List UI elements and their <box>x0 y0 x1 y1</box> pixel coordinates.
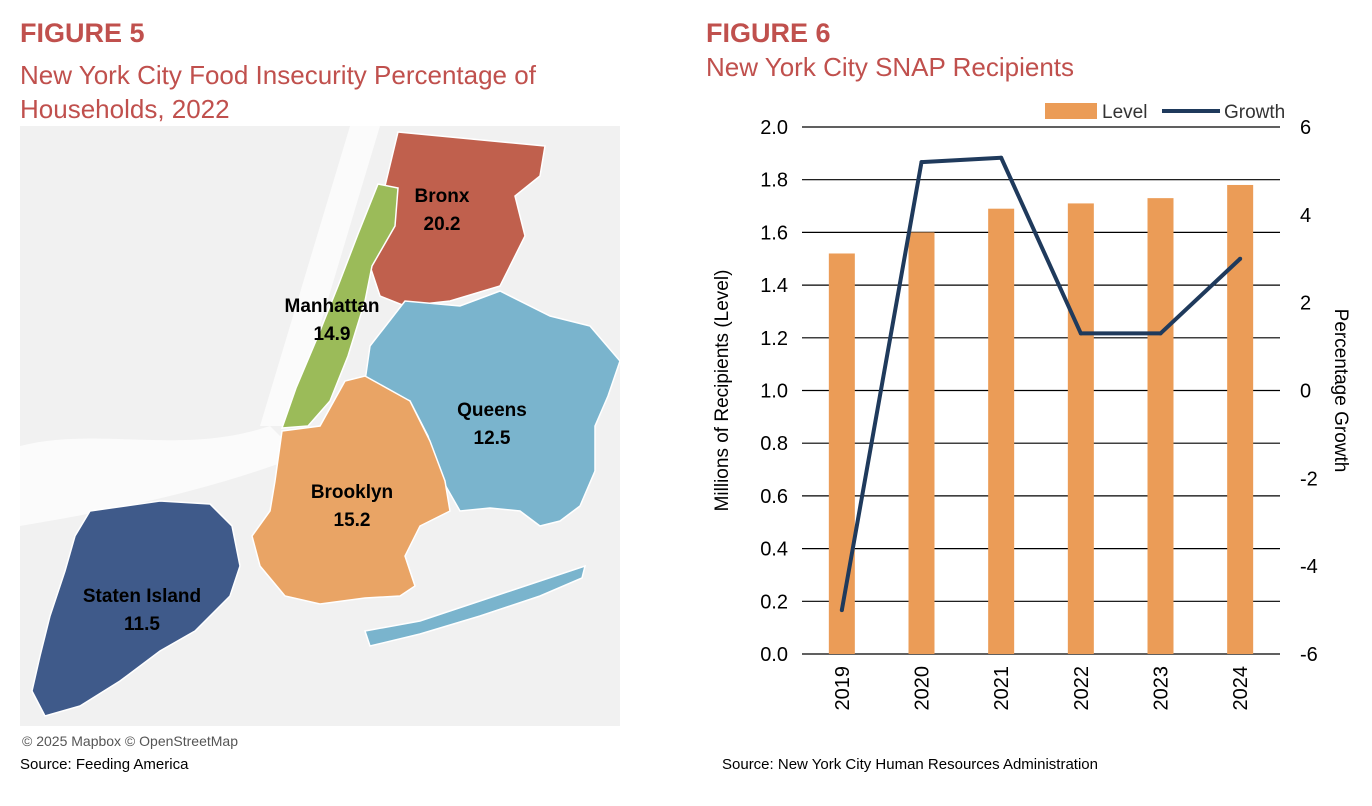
manhattan-value: 14.9 <box>314 324 351 345</box>
legend-level-label: Level <box>1102 102 1147 123</box>
x-tick-label: 2024 <box>1230 666 1252 711</box>
y2-tick-label: -6 <box>1300 644 1318 666</box>
x-tick-label: 2019 <box>832 666 854 711</box>
figure5-title-line1: New York City Food Insecurity Percentage… <box>20 60 536 90</box>
gridlines <box>802 126 1280 655</box>
growth-point-2022 <box>1078 331 1083 336</box>
legend: Level Growth <box>1045 102 1285 123</box>
y2-tick-label: -2 <box>1300 468 1318 490</box>
growth-point-2020 <box>919 160 924 165</box>
staten-island-value: 11.5 <box>124 614 160 635</box>
growth-point-2019 <box>839 608 844 613</box>
queens-name: Queens <box>457 400 527 421</box>
map-water <box>20 426 300 526</box>
queens-rockaway <box>364 564 587 647</box>
legend-growth-label: Growth <box>1224 102 1285 123</box>
map-credit: © 2025 Mapbox © OpenStreetMap <box>22 733 238 749</box>
y-tick-label: 1.2 <box>760 328 788 350</box>
queens-value: 12.5 <box>474 428 511 449</box>
growth-line <box>839 155 1242 611</box>
nyc-borough-map: Bronx 20.2 Manhattan 14.9 Queens 12.5 Br… <box>20 126 620 726</box>
bronx-name: Bronx <box>415 186 470 207</box>
y-tick-label: 1.0 <box>760 381 788 403</box>
y-tick-label: 2.0 <box>760 117 788 139</box>
y2-tick-label: 4 <box>1300 205 1311 227</box>
bar-level-2024 <box>1227 184 1254 654</box>
y-tick-label: 0.6 <box>760 486 788 508</box>
figure6-source: Source: New York City Human Resources Ad… <box>722 756 1098 773</box>
x-tick-label: 2022 <box>1071 666 1093 711</box>
figure5-label: FIGURE 5 <box>20 18 145 48</box>
y-tick-label: 0.0 <box>760 644 788 666</box>
x-tick-label: 2020 <box>912 666 934 711</box>
brooklyn-value: 15.2 <box>334 510 371 531</box>
bar-level-2021 <box>988 208 1015 654</box>
y2-tick-label: 0 <box>1300 381 1311 403</box>
bar-level-2023 <box>1147 198 1174 654</box>
figure6-label: FIGURE 6 <box>706 18 831 48</box>
y2-tick-label: -4 <box>1300 556 1318 578</box>
y2-axis-title: Percentage Growth <box>1330 309 1351 473</box>
figure6-title: New York City SNAP Recipients <box>706 52 1075 82</box>
staten-island-region <box>31 500 241 717</box>
snap-chart: 0.0 0.2 0.4 0.6 0.8 1.0 1.2 1.4 1.6 1.8 2.0 -6 -4 -2 0… <box>712 102 1351 711</box>
x-tick-label: 2021 <box>991 666 1013 711</box>
x-tick-label: 2023 <box>1151 666 1173 711</box>
growth-point-2023 <box>1158 331 1163 336</box>
manhattan-region <box>280 183 399 429</box>
brooklyn-region <box>251 375 451 605</box>
y-tick-label: 1.6 <box>760 222 788 244</box>
y-tick-label: 1.4 <box>760 275 788 297</box>
bar-level-2022 <box>1067 203 1094 654</box>
y-tick-label: 0.4 <box>760 539 788 561</box>
level-bars <box>828 184 1254 655</box>
y-tick-label: 1.8 <box>760 170 788 192</box>
growth-line-group <box>839 155 1243 613</box>
figure5-title-line2: Households, 2022 <box>20 94 230 124</box>
figure5-source: Source: Feeding America <box>20 756 189 773</box>
growth-point-2021 <box>999 155 1004 160</box>
bar-level-2019 <box>828 253 855 655</box>
legend-level-swatch <box>1045 103 1097 119</box>
y2-tick-label: 6 <box>1300 117 1311 139</box>
y2-tick-label: 2 <box>1300 293 1311 315</box>
staten-island-name: Staten Island <box>83 586 201 607</box>
map-river <box>260 126 380 426</box>
brooklyn-name: Brooklyn <box>311 482 393 503</box>
bar-level-2020 <box>908 232 935 654</box>
growth-point-2024 <box>1238 256 1243 261</box>
bronx-value: 20.2 <box>424 214 461 235</box>
manhattan-name: Manhattan <box>285 296 380 317</box>
y-tick-label: 0.8 <box>760 433 788 455</box>
y-tick-label: 0.2 <box>760 591 788 613</box>
axes: 0.0 0.2 0.4 0.6 0.8 1.0 1.2 1.4 1.6 1.8 2.0 -6 -4 -2 0… <box>712 117 1351 711</box>
y-axis-title: Millions of Recipients (Level) <box>712 270 733 512</box>
